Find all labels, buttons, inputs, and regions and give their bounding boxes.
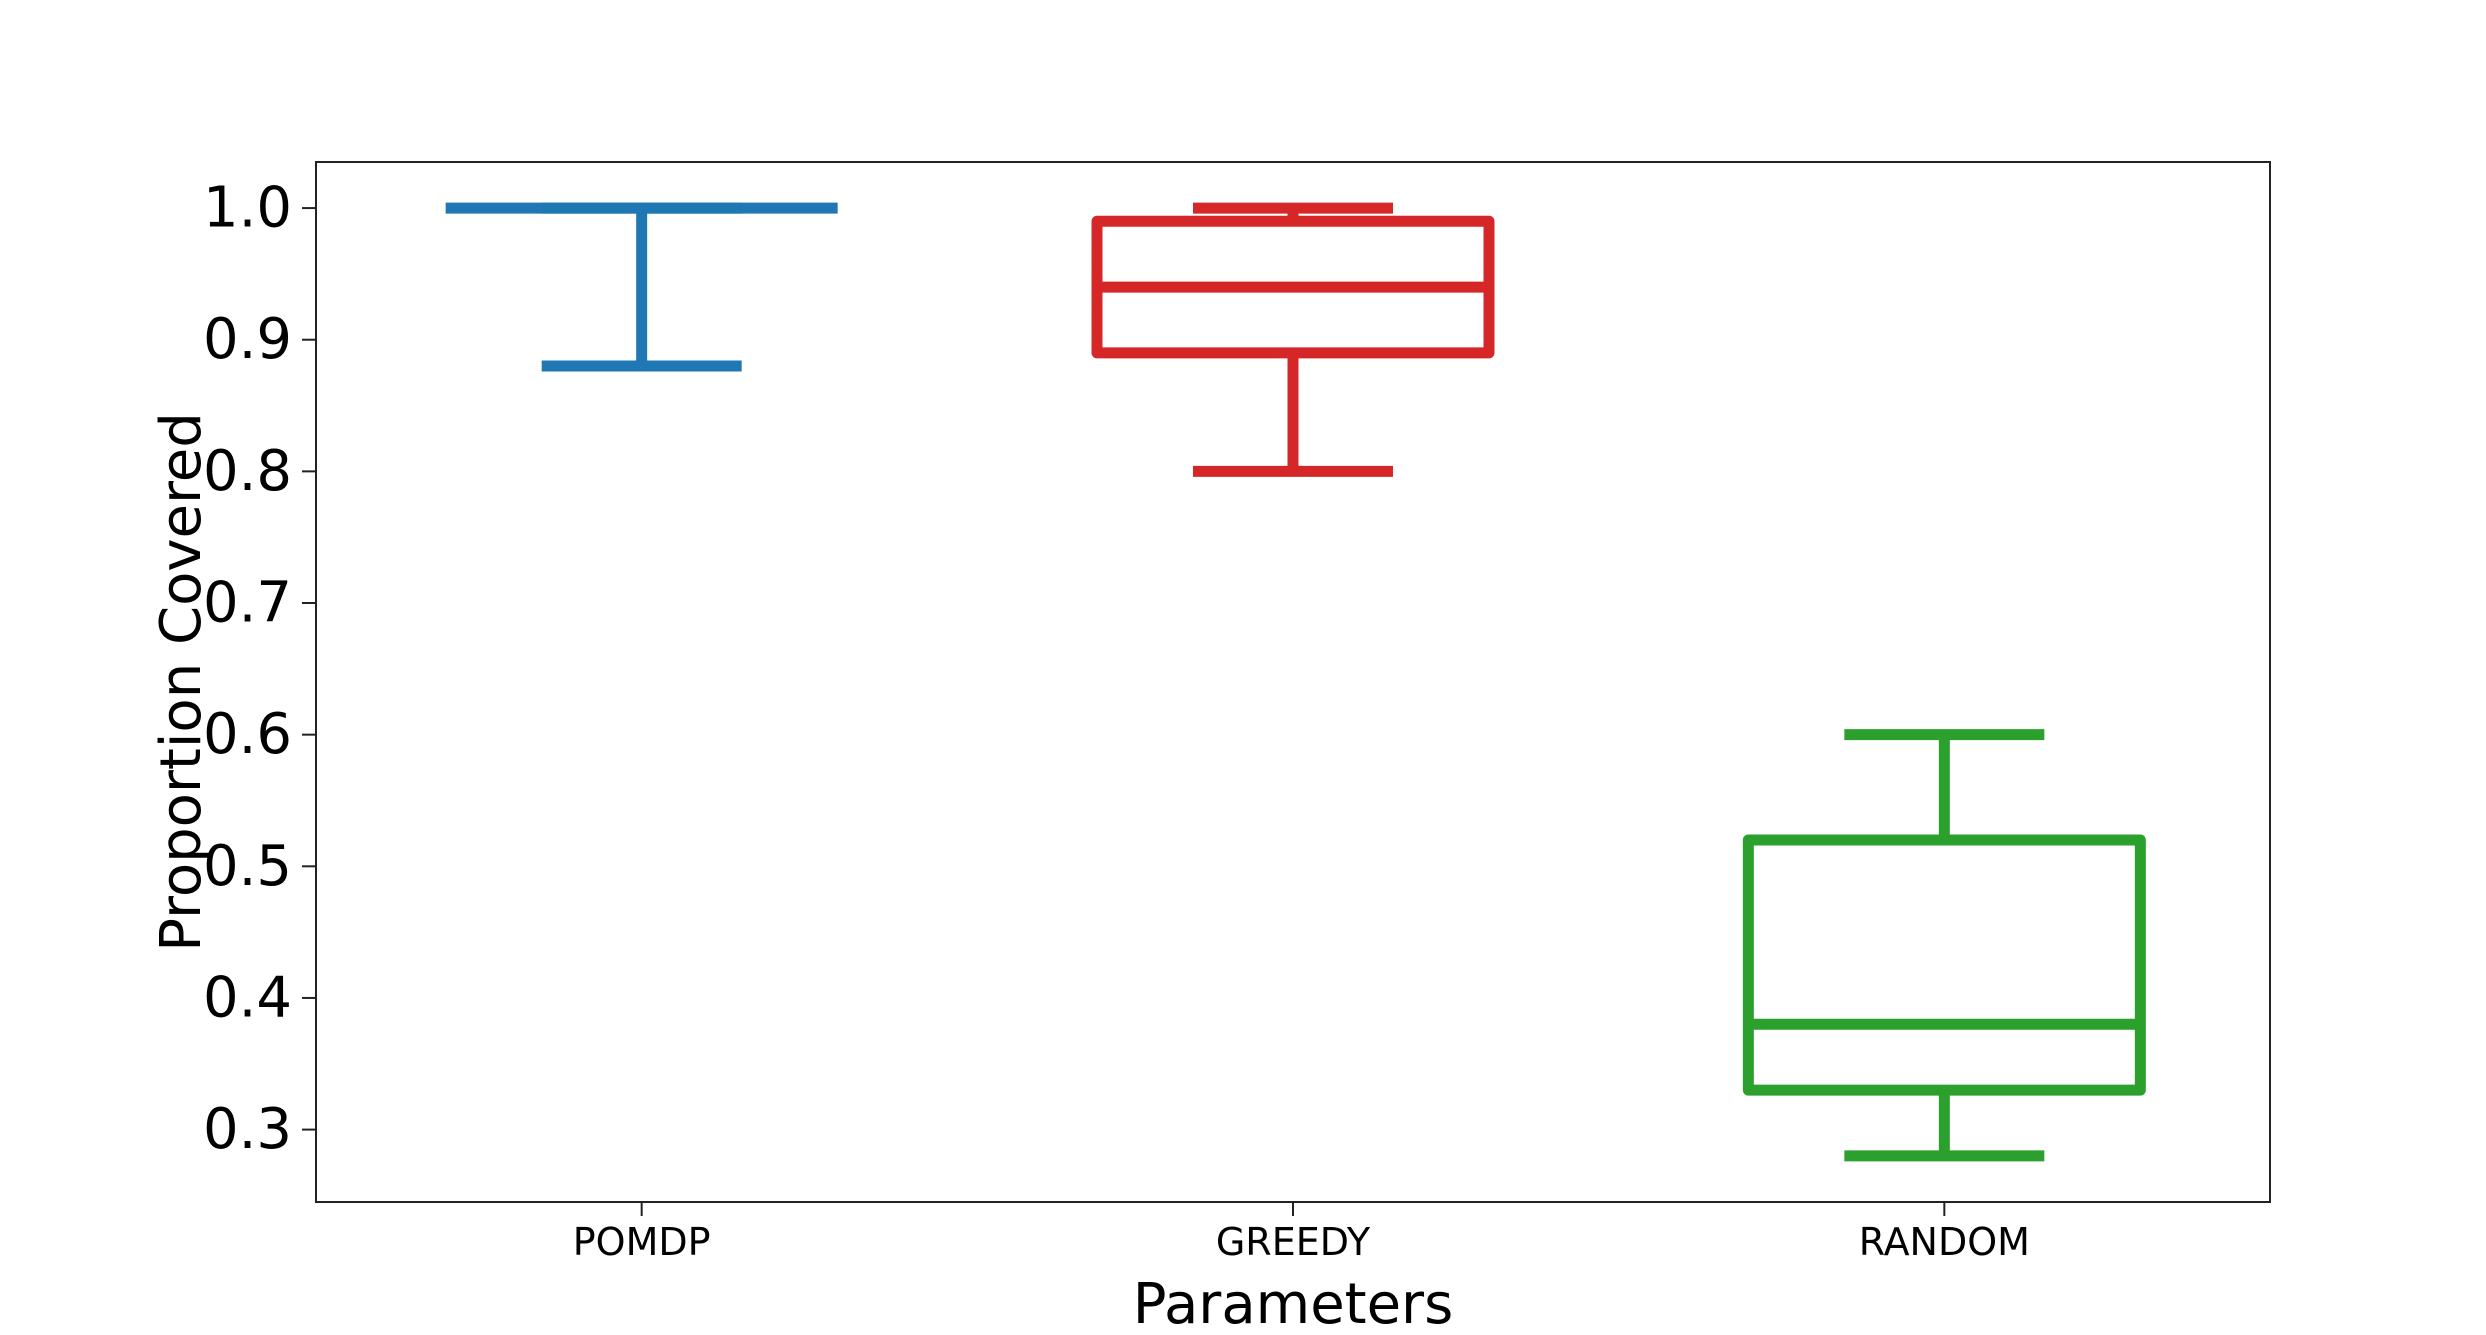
y-tick-label: 0.4 — [203, 965, 292, 1030]
x-axis-ticks: POMDP GREEDY RANDOM — [573, 1202, 2030, 1264]
y-tick-label: 1.0 — [203, 176, 292, 241]
y-tick-label: 0.6 — [203, 702, 292, 767]
x-category-label: GREEDY — [1216, 1220, 1371, 1264]
y-tick-label: 0.5 — [203, 834, 292, 899]
x-category-label: RANDOM — [1859, 1220, 2030, 1264]
iqr-box — [1742, 834, 2146, 1096]
box-greedy — [1091, 202, 1495, 477]
y-tick-label: 0.3 — [203, 1097, 292, 1162]
plot-area-frame — [315, 161, 2271, 1203]
y-tick-label: 0.9 — [203, 307, 292, 372]
y-tick-label: 0.7 — [203, 571, 292, 636]
y-axis-ticks: 0.3 0.4 0.5 0.6 0.7 0.8 0.9 1.0 — [203, 176, 316, 1162]
box-random — [1742, 729, 2146, 1162]
x-axis-title: Parameters — [1133, 1272, 1454, 1330]
y-tick-label: 0.8 — [203, 439, 292, 504]
box-series — [445, 202, 2146, 1162]
box-pomdp — [445, 202, 838, 372]
x-category-label: POMDP — [573, 1220, 711, 1264]
y-axis-title: Proportion Covered — [149, 412, 214, 952]
